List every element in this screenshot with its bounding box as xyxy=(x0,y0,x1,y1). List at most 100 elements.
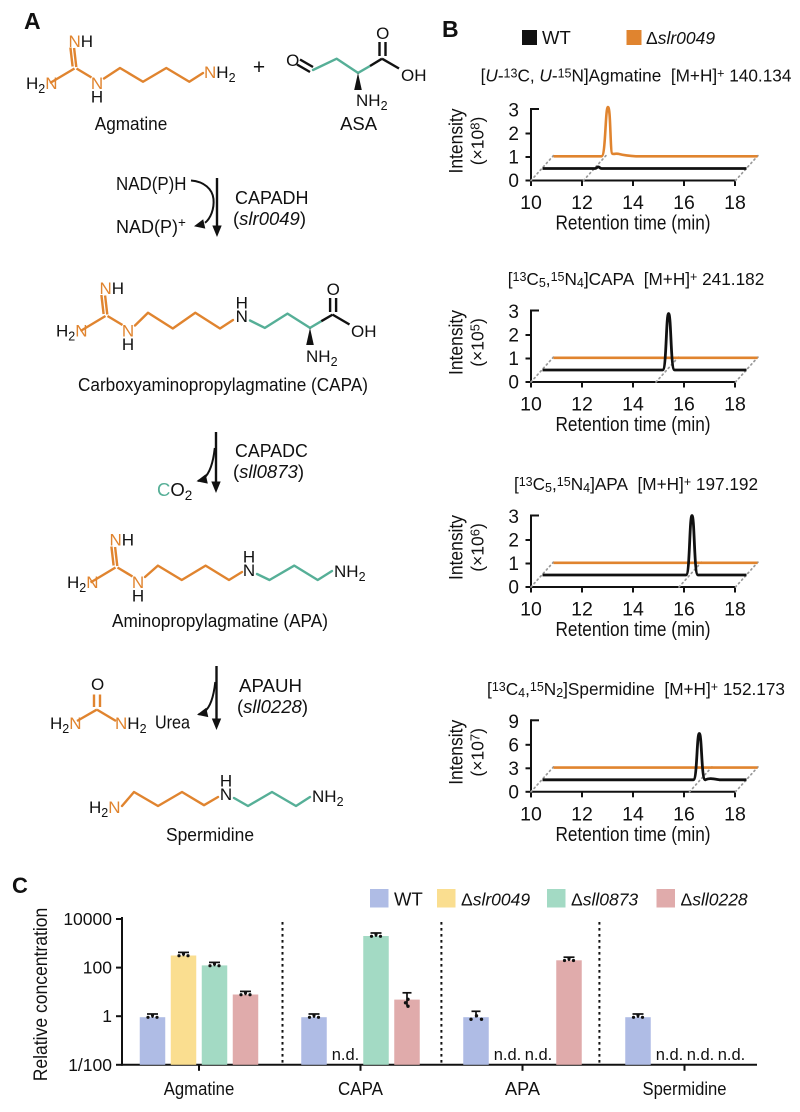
svg-text:Δsll0228: Δsll0228 xyxy=(681,890,748,910)
svg-text:(×105): (×105) xyxy=(468,318,488,367)
svg-text:A: A xyxy=(24,8,41,34)
svg-text:(×106): (×106) xyxy=(468,523,488,572)
svg-text:Δsll0873: Δsll0873 xyxy=(571,890,638,910)
svg-text:0: 0 xyxy=(508,373,519,394)
svg-text:Retention time (min): Retention time (min) xyxy=(556,213,711,235)
svg-text:Carboxyaminopropylagmatine (CA: Carboxyaminopropylagmatine (CAPA) xyxy=(78,374,368,395)
svg-text:10000: 10000 xyxy=(63,909,112,929)
svg-text:(×108): (×108) xyxy=(468,117,488,166)
svg-text:Intensity: Intensity xyxy=(447,310,468,375)
svg-text:H: H xyxy=(243,548,255,567)
svg-text:N: N xyxy=(220,785,232,804)
svg-text:14: 14 xyxy=(622,599,644,621)
svg-text:Spermidine: Spermidine xyxy=(643,1078,727,1099)
svg-text:OH: OH xyxy=(351,322,377,341)
svg-text:n.d.: n.d. xyxy=(687,1046,715,1064)
svg-text:12: 12 xyxy=(571,192,593,214)
svg-text:WT: WT xyxy=(394,889,423,910)
svg-text:N: N xyxy=(91,74,103,93)
svg-text:(sll0873): (sll0873) xyxy=(233,461,304,482)
svg-text:Aminopropylagmatine (APA): Aminopropylagmatine (APA) xyxy=(112,610,328,631)
svg-text:NH: NH xyxy=(69,32,94,51)
svg-text:12: 12 xyxy=(571,394,593,416)
svg-text:N: N xyxy=(236,307,248,326)
svg-text:+: + xyxy=(253,56,265,79)
svg-text:[13C5,15N4]CAPA [M+H]+ 241.18: [13C5,15N4]CAPA [M+H]+ 241.182 xyxy=(508,269,765,290)
svg-text:OH: OH xyxy=(401,66,427,85)
svg-text:14: 14 xyxy=(622,394,644,416)
svg-text:C: C xyxy=(12,873,28,898)
svg-text:(×107): (×107) xyxy=(468,728,488,777)
svg-text:16: 16 xyxy=(673,192,695,214)
svg-text:H2N: H2N xyxy=(26,74,58,96)
svg-text:Retention time (min): Retention time (min) xyxy=(556,619,711,641)
svg-text:1/100: 1/100 xyxy=(68,1055,112,1075)
svg-text:NH2: NH2 xyxy=(204,63,236,85)
svg-text:1: 1 xyxy=(508,554,519,575)
svg-text:n.d.: n.d. xyxy=(494,1046,522,1064)
svg-text:0: 0 xyxy=(508,578,519,599)
svg-text:H: H xyxy=(220,772,232,791)
svg-text:NH2: NH2 xyxy=(115,714,147,736)
svg-text:2: 2 xyxy=(508,326,519,347)
svg-text:3: 3 xyxy=(508,507,519,528)
svg-text:Δslr0049: Δslr0049 xyxy=(461,890,530,910)
svg-text:16: 16 xyxy=(673,599,695,621)
svg-text:O: O xyxy=(286,51,299,70)
svg-text:H2N: H2N xyxy=(89,798,121,820)
svg-text:6: 6 xyxy=(508,735,519,756)
svg-text:H2N: H2N xyxy=(67,573,99,595)
svg-text:[U-13C, U-15N]Agmatine [M+H]+: [U-13C, U-15N]Agmatine [M+H]+ 140.134 xyxy=(481,66,792,86)
svg-text:14: 14 xyxy=(622,192,644,214)
svg-text:(sll0228): (sll0228) xyxy=(237,696,308,717)
svg-text:N: N xyxy=(122,322,134,341)
svg-text:n.d.: n.d. xyxy=(656,1046,684,1064)
svg-text:NH: NH xyxy=(100,279,125,298)
svg-text:n.d.: n.d. xyxy=(718,1046,746,1064)
svg-text:H2N: H2N xyxy=(56,322,88,344)
svg-text:O: O xyxy=(91,675,104,694)
svg-text:Δslr0049: Δslr0049 xyxy=(646,28,715,48)
svg-text:3: 3 xyxy=(508,302,519,323)
svg-text:CO2: CO2 xyxy=(157,479,192,503)
svg-text:Intensity: Intensity xyxy=(447,515,468,580)
svg-text:N: N xyxy=(243,561,255,580)
svg-text:n.d.: n.d. xyxy=(332,1046,360,1064)
svg-text:APAUH: APAUH xyxy=(239,675,302,696)
svg-text:O: O xyxy=(327,280,340,299)
svg-text:H: H xyxy=(236,294,248,313)
svg-text:2: 2 xyxy=(508,124,519,145)
svg-text:100: 100 xyxy=(83,958,112,978)
svg-text:B: B xyxy=(442,16,459,42)
svg-text:12: 12 xyxy=(571,599,593,621)
svg-text:NAD(P)H: NAD(P)H xyxy=(116,174,187,194)
svg-text:Urea: Urea xyxy=(155,712,191,733)
svg-text:(slr0049): (slr0049) xyxy=(233,208,306,229)
svg-text:Retention time (min): Retention time (min) xyxy=(556,824,711,846)
svg-text:16: 16 xyxy=(673,394,695,416)
svg-text:Spermidine: Spermidine xyxy=(166,824,254,845)
svg-text:18: 18 xyxy=(724,803,746,825)
svg-text:Relative concentration: Relative concentration xyxy=(31,908,52,1082)
svg-text:O: O xyxy=(376,24,389,43)
svg-text:Agmatine: Agmatine xyxy=(95,113,168,134)
svg-text:10: 10 xyxy=(520,192,542,214)
svg-text:Agmatine: Agmatine xyxy=(164,1078,235,1099)
svg-text:10: 10 xyxy=(520,394,542,416)
svg-text:Intensity: Intensity xyxy=(447,108,468,173)
svg-text:1: 1 xyxy=(508,349,519,370)
svg-text:NAD(P)+: NAD(P)+ xyxy=(116,215,186,237)
svg-text:CAPADH: CAPADH xyxy=(235,187,309,208)
svg-text:[13C5,15N4]APA [M+H]+ 197.192: [13C5,15N4]APA [M+H]+ 197.192 xyxy=(514,474,758,495)
svg-text:18: 18 xyxy=(724,599,746,621)
svg-text:18: 18 xyxy=(724,394,746,416)
svg-text:n.d.: n.d. xyxy=(525,1046,553,1064)
svg-text:9: 9 xyxy=(508,712,519,733)
svg-text:CAPADC: CAPADC xyxy=(235,440,308,461)
svg-text:1: 1 xyxy=(102,1006,112,1026)
svg-text:CAPA: CAPA xyxy=(338,1078,384,1099)
svg-text:0: 0 xyxy=(508,782,519,803)
svg-text:NH2: NH2 xyxy=(334,562,366,584)
svg-text:NH: NH xyxy=(110,531,135,550)
svg-text:H: H xyxy=(122,335,134,354)
